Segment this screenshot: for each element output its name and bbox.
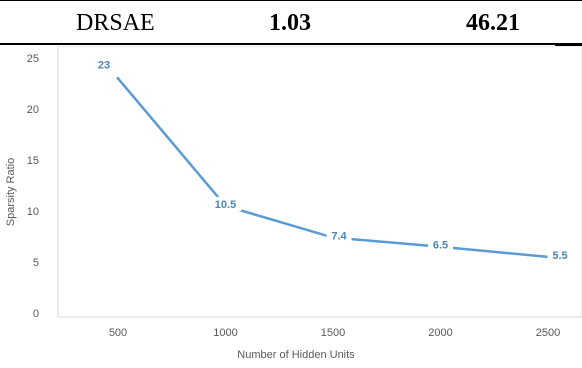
data-label-background [428, 237, 453, 252]
y-tick-label: 15 [27, 155, 39, 167]
y-tick-label: 20 [27, 104, 39, 116]
data-label: 6.5 [433, 240, 448, 252]
data-label: 10.5 [215, 199, 236, 211]
data-label: 7.4 [331, 231, 347, 243]
table-cell-value-1: 1.03 [269, 10, 311, 36]
table-bottom-rule-tail [555, 43, 582, 46]
table-fragment: DRSAE 1.03 46.21 [0, 0, 582, 46]
table-cell-method: DRSAE [76, 10, 155, 36]
data-label-background [547, 247, 573, 262]
x-axis-label: Number of Hidden Units [237, 349, 355, 361]
plot-frame [57, 45, 582, 318]
data-labels-group: 23 10.5 7.4 6.5 5.5 [95, 57, 573, 262]
y-tick-label: 10 [27, 206, 39, 218]
data-label-background [95, 57, 113, 72]
data-point [116, 76, 120, 80]
y-tick-label: 25 [27, 53, 39, 65]
data-label: 5.5 [552, 250, 567, 262]
x-tick-label: 2000 [428, 327, 452, 339]
table-bottom-rule [0, 43, 582, 45]
y-tick-label: 5 [33, 257, 39, 269]
x-tick-label: 500 [109, 327, 127, 339]
line-chart: 0 5 10 15 20 25 500 1000 1500 2000 2500 23 10.5 7.4… [0, 45, 582, 363]
y-tick-label: 0 [33, 308, 39, 320]
x-tick-label: 2500 [536, 327, 560, 339]
data-label: 23 [98, 59, 110, 71]
x-tick-label: 1000 [213, 327, 237, 339]
y-axis-ticks: 0 5 10 15 20 25 [27, 53, 39, 320]
table-top-rule [0, 0, 582, 1]
x-axis-ticks: 500 1000 1500 2000 2500 [109, 327, 560, 339]
data-label-background [209, 196, 242, 211]
table-cell-value-2: 46.21 [466, 10, 520, 36]
chart-svg: 0 5 10 15 20 25 500 1000 1500 2000 2500 23 10.5 7.4… [5, 45, 582, 361]
y-axis-label: Sparsity Ratio [5, 158, 17, 226]
data-label-background [326, 228, 352, 243]
x-tick-label: 1500 [321, 327, 345, 339]
